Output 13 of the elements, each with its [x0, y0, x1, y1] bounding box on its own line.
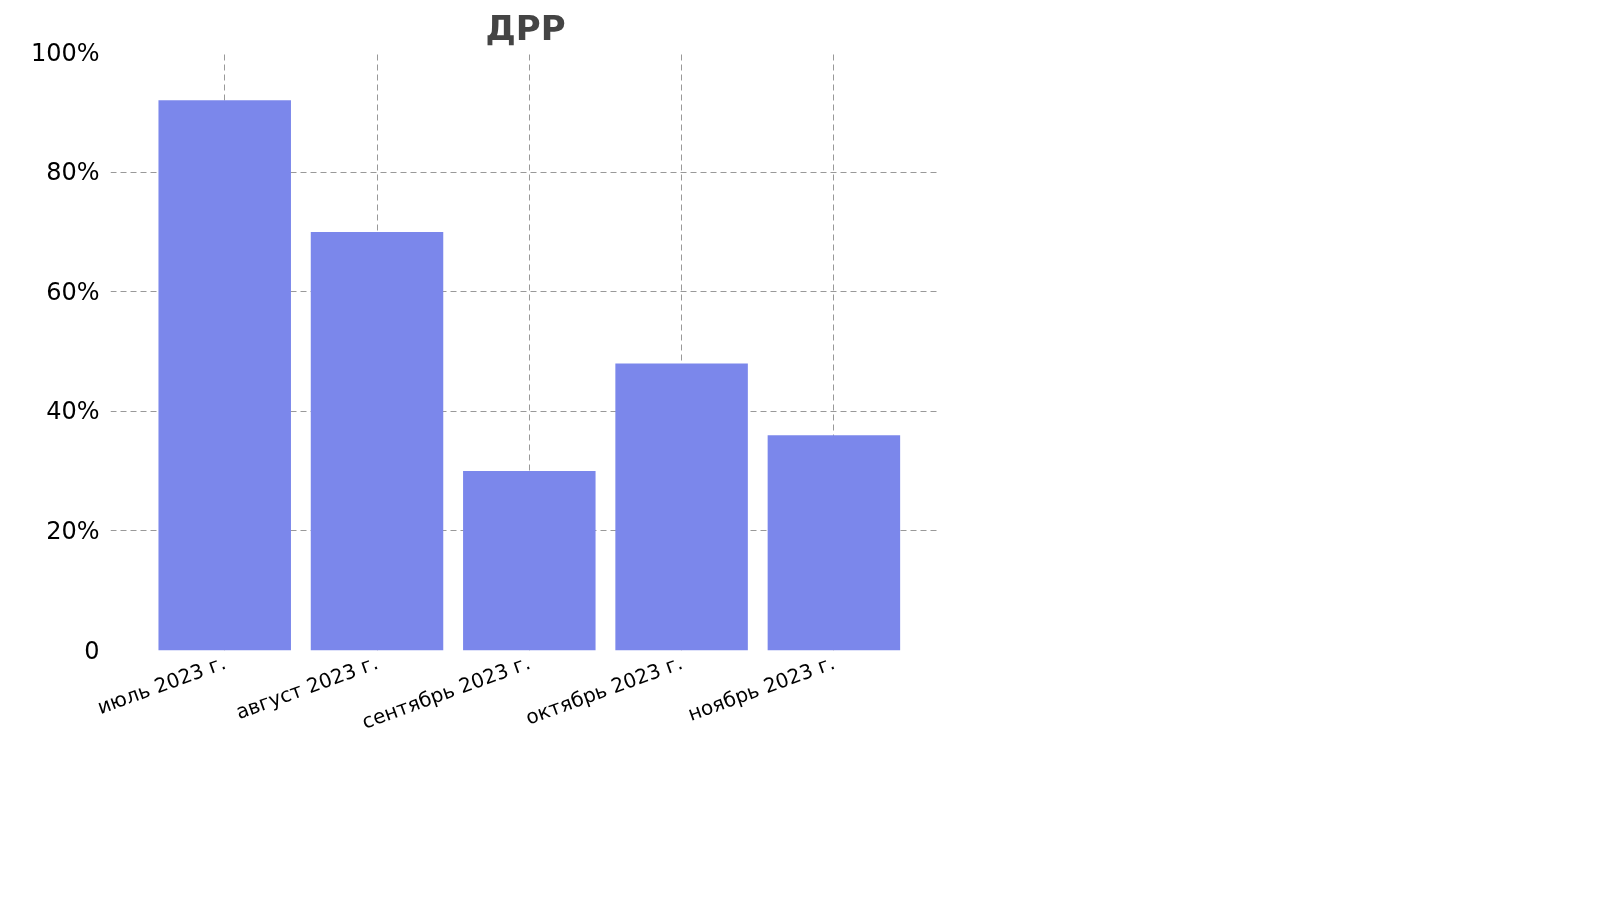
y-tick-label: 20%	[46, 516, 100, 545]
bar	[767, 435, 901, 651]
y-tick-label: 40%	[46, 397, 100, 426]
bar	[310, 231, 444, 651]
y-tick-label: 80%	[46, 158, 100, 187]
y-tick-label: 60%	[46, 277, 100, 306]
chart-title: ДРР	[485, 7, 566, 48]
y-tick-label: 100%	[30, 38, 100, 67]
x-tick-label: ноябрь 2023 г.	[684, 650, 839, 726]
bar	[615, 363, 748, 651]
bar	[463, 471, 596, 651]
y-tick-label: 0	[84, 636, 100, 665]
bar	[158, 100, 291, 651]
